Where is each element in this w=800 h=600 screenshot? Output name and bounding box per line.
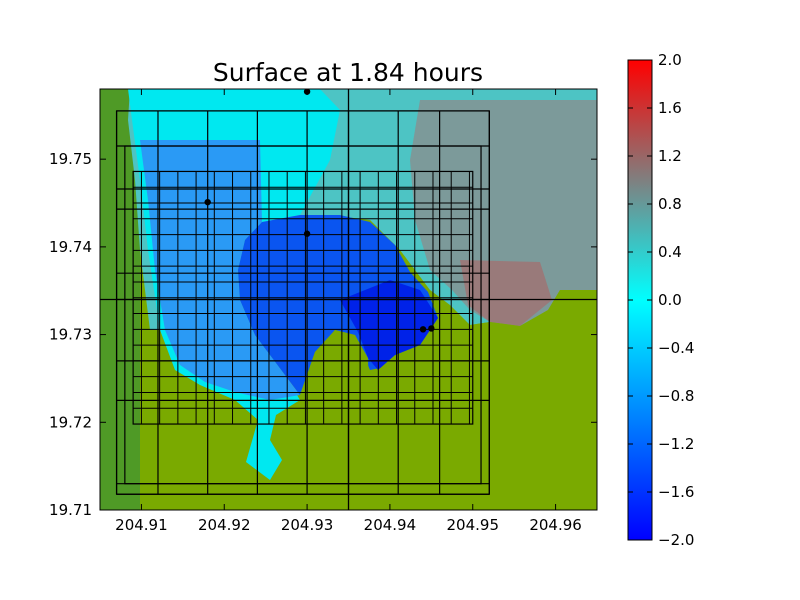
bay-deepest-region	[340, 280, 438, 370]
ocean-red-tint	[460, 260, 552, 326]
y-tick-label: 19.75	[49, 150, 92, 168]
colorbar-tick-label: 1.6	[658, 99, 682, 117]
ocean-positive-region	[410, 100, 597, 326]
colorbar-tick-label: −0.8	[658, 387, 694, 405]
colorbar-tick-label: 0.0	[658, 291, 682, 309]
colorbar-ticks: 2.0 1.6 1.2 0.8 0.4 0.0 −0.4 −0.8 −1.2 −1.6 −2.0	[628, 51, 694, 549]
colorbar: 2.0 1.6 1.2 0.8 0.4 0.0 −0.4 −0.8 −1.2 −1.6 −2.0	[627, 51, 694, 549]
chart-title: Surface at 1.84 hours	[213, 58, 483, 87]
gauge-point	[428, 325, 435, 332]
y-tick-label: 19.72	[49, 413, 92, 431]
y-tick-label: 19.74	[49, 238, 92, 256]
bay-mid-region	[140, 140, 300, 400]
x-tick-label: 204.94	[364, 516, 417, 534]
colorbar-tick-label: −0.4	[658, 339, 694, 357]
gauge-point	[419, 326, 427, 333]
refinement-patch-grid	[100, 89, 597, 510]
colorbar-tick-label: 1.2	[658, 147, 682, 165]
gauge-markers	[204, 89, 435, 333]
y-tick-label: 19.71	[49, 501, 92, 519]
y-axis: 19.71 19.72 19.73 19.74 19.75	[49, 150, 597, 519]
plot-frame	[99, 88, 598, 511]
x-tick-label: 204.96	[529, 516, 582, 534]
colorbar-tick-label: 0.4	[658, 243, 682, 261]
x-tick-label: 204.93	[281, 516, 334, 534]
x-tick-label: 204.95	[447, 516, 500, 534]
colorbar-tick-label: 2.0	[658, 51, 682, 69]
x-axis: 204.91 204.92 204.93 204.94 204.95 204.96	[115, 89, 582, 534]
colorbar-tick-label: −1.2	[658, 435, 694, 453]
gauge-point	[204, 198, 211, 206]
colorbar-tick-label: −2.0	[658, 531, 694, 549]
gauge-point	[303, 230, 311, 237]
plot-area	[100, 89, 597, 510]
colorbar-tick-label: 0.8	[658, 195, 682, 213]
shoreline-south-land	[300, 330, 372, 510]
x-tick-label: 204.92	[198, 516, 251, 534]
x-tick-label: 204.91	[115, 516, 168, 534]
y-tick-label: 19.73	[49, 326, 92, 344]
colorbar-tick-label: −1.6	[658, 483, 694, 501]
